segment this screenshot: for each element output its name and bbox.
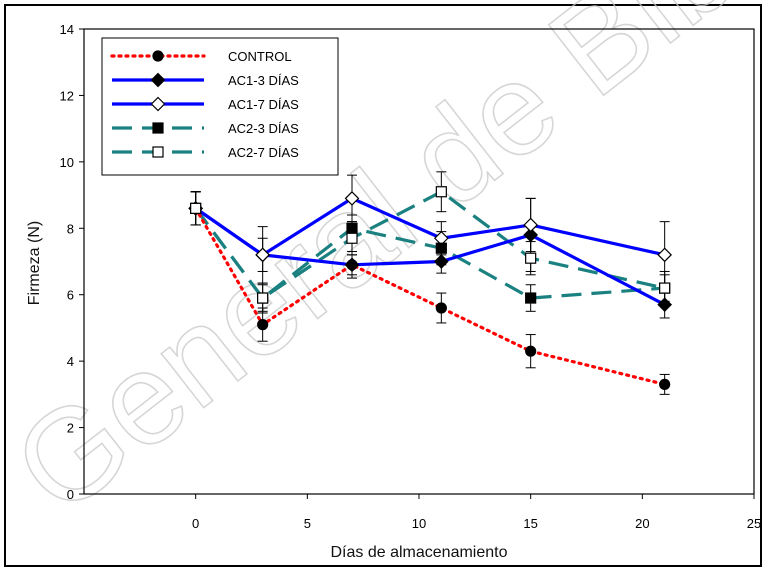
data-point bbox=[257, 319, 269, 331]
series-line bbox=[194, 196, 666, 257]
series-line bbox=[194, 206, 667, 386]
y-tick-label: 8 bbox=[67, 221, 74, 236]
legend-marker bbox=[150, 72, 166, 88]
y-tick-label: 12 bbox=[60, 88, 74, 103]
y-tick-label: 4 bbox=[67, 354, 74, 369]
y-axis-title: Firmeza (N) bbox=[26, 221, 43, 305]
data-point bbox=[255, 247, 271, 263]
legend-label: AC1-3 DÍAS bbox=[228, 73, 299, 88]
x-tick-label: 25 bbox=[747, 516, 761, 531]
data-point bbox=[659, 378, 671, 390]
y-tick-label: 6 bbox=[67, 288, 74, 303]
legend-box bbox=[101, 37, 339, 176]
legend-label: AC2-3 DÍAS bbox=[228, 121, 299, 136]
legend-marker bbox=[152, 146, 164, 158]
x-tick-label: 5 bbox=[304, 516, 311, 531]
legend-marker bbox=[152, 122, 164, 134]
x-tick-label: 15 bbox=[523, 516, 537, 531]
data-point bbox=[344, 257, 360, 273]
y-tick-label: 14 bbox=[60, 22, 74, 37]
x-tick-label: 0 bbox=[192, 516, 199, 531]
data-point bbox=[344, 191, 360, 206]
data-point bbox=[435, 186, 447, 198]
data-point bbox=[523, 217, 539, 233]
y-tick-label: 10 bbox=[60, 155, 74, 170]
data-point bbox=[346, 232, 358, 244]
data-point bbox=[525, 292, 537, 304]
data-point bbox=[523, 227, 539, 243]
data-point bbox=[257, 292, 269, 304]
data-point bbox=[190, 202, 202, 214]
legend-label: AC1-7 DÍAS bbox=[228, 97, 299, 112]
data-point bbox=[657, 247, 673, 263]
x-tick-label: 10 bbox=[412, 516, 426, 531]
data-point bbox=[435, 242, 447, 254]
legend-marker bbox=[152, 50, 164, 62]
legend-label: CONTROL bbox=[228, 49, 292, 64]
legend-label: AC2-7 DÍAS bbox=[228, 145, 299, 160]
data-point bbox=[659, 282, 671, 294]
legend: CONTROL AC1-3 DÍAS AC1-7 DÍAS AC2-3 DÍAS AC2… bbox=[101, 37, 339, 176]
data-point bbox=[435, 302, 447, 314]
x-tick-label: 20 bbox=[635, 516, 649, 531]
data-point bbox=[525, 252, 537, 264]
data-point bbox=[657, 297, 673, 313]
data-point bbox=[525, 345, 537, 357]
series-line bbox=[194, 190, 666, 300]
legend-marker bbox=[150, 96, 166, 112]
y-tick-label: 2 bbox=[67, 421, 74, 436]
y-tick-label: 0 bbox=[67, 487, 74, 502]
x-axis-title: Días de almacenamiento bbox=[331, 544, 508, 561]
data-point bbox=[433, 254, 449, 269]
data-point bbox=[346, 222, 358, 234]
